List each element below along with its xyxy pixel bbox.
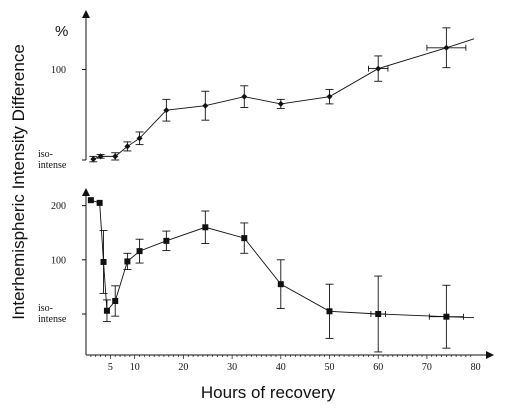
bottom-y-tick-label: 100 — [51, 255, 66, 266]
top-y-level-label: iso- — [38, 149, 53, 160]
x-axis-arrowhead — [486, 351, 494, 359]
bottom-data-point — [96, 199, 103, 206]
x-tick-label: 10 — [130, 362, 140, 373]
top-data-point — [277, 100, 284, 107]
bottom-y-level-label: iso- — [38, 303, 53, 314]
bottom-data-point — [202, 224, 209, 231]
bottom-y-tick-label: 200 — [51, 201, 66, 212]
bottom-data-point — [100, 258, 107, 265]
x-tick-label: 20 — [178, 362, 188, 373]
bottom-data-point — [112, 297, 119, 304]
top-data-point — [90, 156, 97, 163]
top-data-point — [97, 153, 104, 160]
plot-area: 100 iso-intense 200 100 iso-intense 5 10 20 30 40… — [38, 10, 494, 373]
bottom-data-point — [241, 235, 248, 242]
top-y-axis-arrowhead — [82, 10, 90, 18]
x-tick-label: 80 — [471, 362, 481, 373]
y-axis-title: Interhemispheric Intensity Difference — [9, 44, 28, 320]
top-y-level-label: intense — [38, 160, 67, 171]
bottom-data-point — [163, 237, 170, 244]
bottom-data-point — [375, 311, 382, 317]
x-tick-label: 70 — [422, 362, 432, 373]
top-data-point — [375, 65, 382, 72]
bottom-series-trend-end — [446, 316, 475, 319]
top-data-point — [326, 93, 333, 100]
top-data-point — [163, 107, 170, 114]
bottom-data-point — [124, 258, 131, 265]
bottom-data-point — [87, 197, 94, 204]
top-series-trend-end — [446, 38, 475, 49]
x-axis-title: Hours of recovery — [201, 383, 336, 402]
top-series-line — [93, 47, 447, 160]
percent-unit-label: % — [55, 23, 68, 40]
bottom-series-line — [90, 199, 447, 318]
x-tick-label: 50 — [325, 362, 335, 373]
bottom-y-axis-arrowhead — [82, 188, 90, 196]
bottom-data-point — [277, 281, 284, 288]
top-data-point — [112, 153, 119, 160]
x-tick-label: 40 — [276, 362, 286, 373]
x-tick-label: 60 — [373, 362, 383, 373]
bottom-data-point — [103, 307, 110, 314]
top-y-tick-label: 100 — [51, 65, 66, 76]
bottom-y-level-label: intense — [38, 314, 67, 325]
top-data-point — [124, 143, 131, 150]
bottom-data-point — [136, 248, 143, 255]
top-data-point — [241, 93, 248, 100]
x-tick-label: 30 — [227, 362, 237, 373]
bottom-data-point — [326, 308, 333, 315]
top-data-point — [136, 135, 143, 142]
x-tick-label: 5 — [108, 362, 113, 373]
top-data-point — [202, 102, 209, 109]
